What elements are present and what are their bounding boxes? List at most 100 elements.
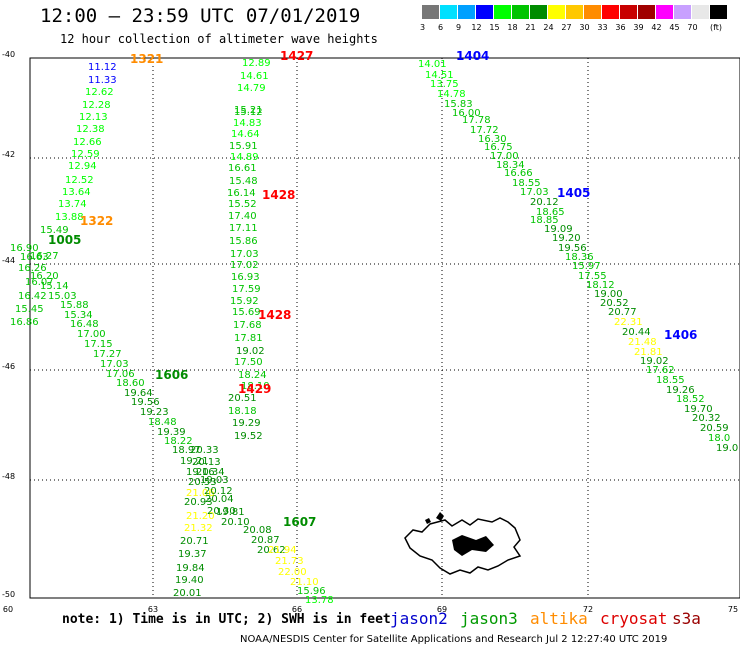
latitude-label: -50 — [2, 590, 15, 599]
wave-height-reading: 17.03 — [230, 249, 259, 260]
wave-height-reading: 14.64 — [231, 129, 260, 140]
wave-height-reading: 18.0 — [708, 433, 730, 444]
wave-height-reading: 19.26 — [666, 385, 695, 396]
track-number-label: 1606 — [155, 368, 188, 382]
wave-height-reading: 16.00 — [452, 108, 481, 119]
wave-height-reading: 17.03 — [520, 187, 549, 198]
track-number-label: 1005 — [48, 233, 81, 247]
wave-height-reading: 19.37 — [178, 549, 207, 560]
wave-height-reading: 19.64 — [124, 388, 153, 399]
wave-height-reading: 17.68 — [233, 320, 262, 331]
wave-height-reading: 19.29 — [232, 418, 261, 429]
track-number-label: 1428 — [258, 308, 291, 322]
wave-height-reading: 17.78 — [462, 115, 491, 126]
scale-swatch — [638, 5, 655, 19]
wave-height-reading: 21.20 — [186, 511, 215, 522]
wave-height-reading: 17.02 — [230, 260, 259, 271]
map-frame — [29, 57, 740, 599]
longitude-label: 60 — [3, 605, 13, 614]
wave-height-reading: 15.21 — [234, 105, 263, 116]
longitude-label: 63 — [148, 605, 158, 614]
wave-height-reading: 15.83 — [444, 99, 473, 110]
wave-height-reading: 16.75 — [484, 142, 513, 153]
track-number-label: 1427 — [280, 49, 313, 63]
latitude-label: -42 — [2, 150, 15, 159]
wave-height-reading: 16.48 — [70, 319, 99, 330]
page-subtitle: 12 hour collection of altimeter wave hei… — [60, 32, 378, 46]
scale-swatch — [620, 5, 637, 19]
wave-height-reading: 20.04 — [205, 494, 234, 505]
wave-height-reading: 18.36 — [565, 252, 594, 263]
wave-height-reading: 18.48 — [148, 417, 177, 428]
island-shape — [404, 517, 522, 575]
wave-height-reading: 12.62 — [85, 87, 114, 98]
wave-height-reading: 12.38 — [76, 124, 105, 135]
wave-height-reading: 12.89 — [242, 58, 271, 69]
legend-note: note: 1) Time is in UTC; 2) SWH is in fe… — [62, 612, 391, 627]
wave-height-reading: 20.10 — [221, 517, 250, 528]
legend-jason3: jason3 — [460, 609, 518, 628]
wave-height-reading: 17.72 — [470, 125, 499, 136]
wave-height-reading: 20.87 — [251, 535, 280, 546]
wave-height-reading: 15.97 — [572, 261, 601, 272]
wave-height-reading: 14.61 — [240, 71, 269, 82]
wave-height-reading: 16.14 — [227, 188, 256, 199]
wave-height-reading: 20.34 — [196, 467, 225, 478]
scale-swatch — [602, 5, 619, 19]
wave-height-reading: 20.93 — [184, 497, 213, 508]
scale-swatch — [656, 5, 673, 19]
wave-height-reading: 11.33 — [88, 75, 117, 86]
wave-height-reading: 17.59 — [232, 284, 261, 295]
wave-height-reading: 14.51 — [425, 70, 454, 81]
wave-height-reading: 16.66 — [504, 168, 533, 179]
wave-height-reading: 16.30 — [478, 134, 507, 145]
wave-height-reading: 13.88 — [55, 212, 84, 223]
wave-height-reading: 15.96 — [297, 586, 326, 597]
wave-height-reading: 15.12 — [234, 107, 263, 118]
wave-height-reading: 16.86 — [10, 317, 39, 328]
wave-height-reading: 14.89 — [230, 152, 259, 163]
longitude-label: 69 — [437, 605, 447, 614]
wave-height-reading: 12.28 — [82, 100, 111, 111]
longitude-label: 72 — [583, 605, 593, 614]
wave-height-reading: 20.33 — [190, 445, 219, 456]
wave-height-reading: 15.34 — [64, 310, 93, 321]
wave-height-reading: 11.12 — [88, 62, 117, 73]
scale-label: 36 — [615, 23, 626, 32]
scale-swatch — [584, 5, 601, 19]
wave-height-reading: 16.90 — [10, 243, 39, 254]
wave-height-reading: 18.60 — [116, 378, 145, 389]
wave-height-reading: 20.53 — [188, 477, 217, 488]
scale-swatch — [512, 5, 529, 19]
wave-height-reading: 16.26 — [18, 263, 47, 274]
wave-height-reading: 20.77 — [608, 307, 637, 318]
wave-height-reading: 20.12 — [204, 486, 233, 497]
track-number-label: 1607 — [283, 515, 316, 529]
wave-height-reading: 20.13 — [192, 457, 221, 468]
wave-height-reading: 17.00 — [490, 151, 519, 162]
wave-height-reading: 12.52 — [65, 175, 94, 186]
wave-height-reading: 19.02 — [640, 356, 669, 367]
wave-height-reading: 18.65 — [536, 207, 565, 218]
wave-height-reading: 13.78 — [305, 595, 334, 606]
wave-height-reading: 18.18 — [228, 406, 257, 417]
wave-height-reading: 17.62 — [646, 365, 675, 376]
wave-height-reading: 19.20 — [552, 233, 581, 244]
wave-height-reading: 19.56 — [131, 397, 160, 408]
wave-height-reading: 15.49 — [40, 225, 69, 236]
wave-height-reading: 16.27 — [30, 251, 59, 262]
wave-height-reading: 16.63 — [20, 252, 49, 263]
wave-height-reading: 17.40 — [228, 211, 257, 222]
wave-height-reading: 21.10 — [290, 577, 319, 588]
wave-height-reading: 17.55 — [578, 271, 607, 282]
scale-swatch — [566, 5, 583, 19]
legend-s3a: s3a — [672, 609, 701, 628]
scale-label: 18 — [507, 23, 518, 32]
wave-height-reading: 17.15 — [84, 339, 113, 350]
scale-label: 9 — [455, 23, 462, 32]
scale-label: 30 — [579, 23, 590, 32]
scale-label: 27 — [561, 23, 572, 32]
scale-label: 15 — [489, 23, 500, 32]
